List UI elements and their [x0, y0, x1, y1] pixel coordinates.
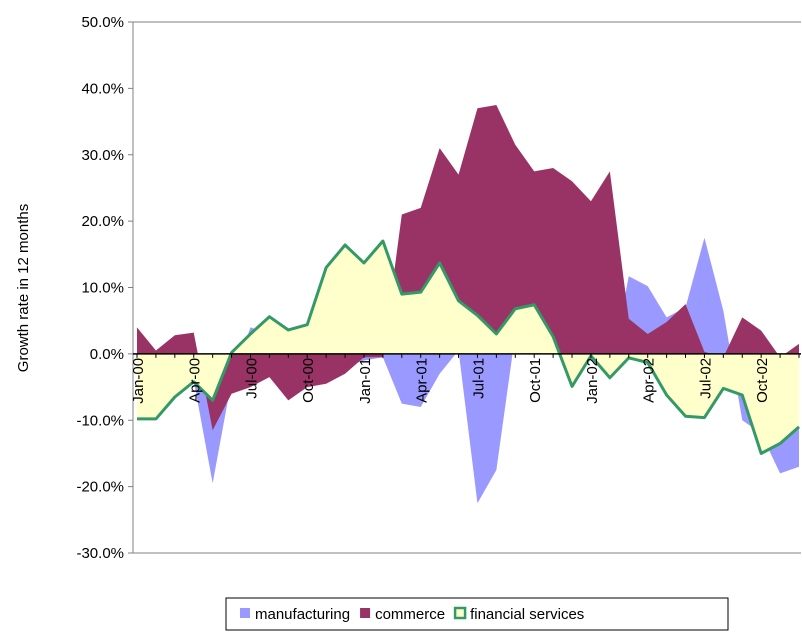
y-axis-label: Growth rate in 12 months	[15, 204, 32, 372]
legend-box	[225, 597, 729, 631]
area	[137, 104, 799, 431]
y-tick-label: 40.0%	[81, 80, 124, 97]
x-tick-label: Jul-01	[470, 358, 487, 399]
x-tick-label: Jan-00	[130, 358, 147, 404]
legend-marker	[453, 606, 467, 620]
x-tick-label: Jan-01	[357, 358, 374, 404]
y-tick-label: -20.0%	[76, 479, 124, 496]
y-tick-label: 20.0%	[81, 213, 124, 230]
x-tick-label: Apr-02	[641, 358, 658, 403]
legend-label: manufacturing	[255, 606, 350, 623]
line	[137, 239, 800, 455]
x-tick-label: Oct-00	[300, 358, 317, 403]
legend-label: commerce	[375, 606, 445, 623]
x-tick-label: Oct-02	[754, 358, 771, 403]
legend-marker	[240, 608, 250, 618]
x-tick-label: Jan-02	[584, 358, 601, 404]
area	[137, 237, 799, 504]
y-tick-label: 0.0%	[90, 346, 124, 363]
x-tick-label: Jul-00	[243, 358, 260, 399]
legend-label: financial services	[470, 606, 584, 623]
y-tick-label: 50.0%	[81, 14, 124, 31]
legend-marker	[360, 608, 371, 618]
y-tick-label: 10.0%	[81, 280, 124, 297]
x-tick-label: Apr-01	[414, 358, 431, 403]
x-tick-label: Apr-00	[187, 358, 204, 403]
y-tick-label: 30.0%	[81, 147, 124, 164]
x-tick-label: Oct-01	[527, 358, 544, 403]
y-tick-label: -10.0%	[76, 412, 124, 429]
area	[137, 241, 799, 454]
x-tick-label: Jul-02	[697, 358, 714, 399]
y-tick-label: -30.0%	[76, 545, 124, 562]
